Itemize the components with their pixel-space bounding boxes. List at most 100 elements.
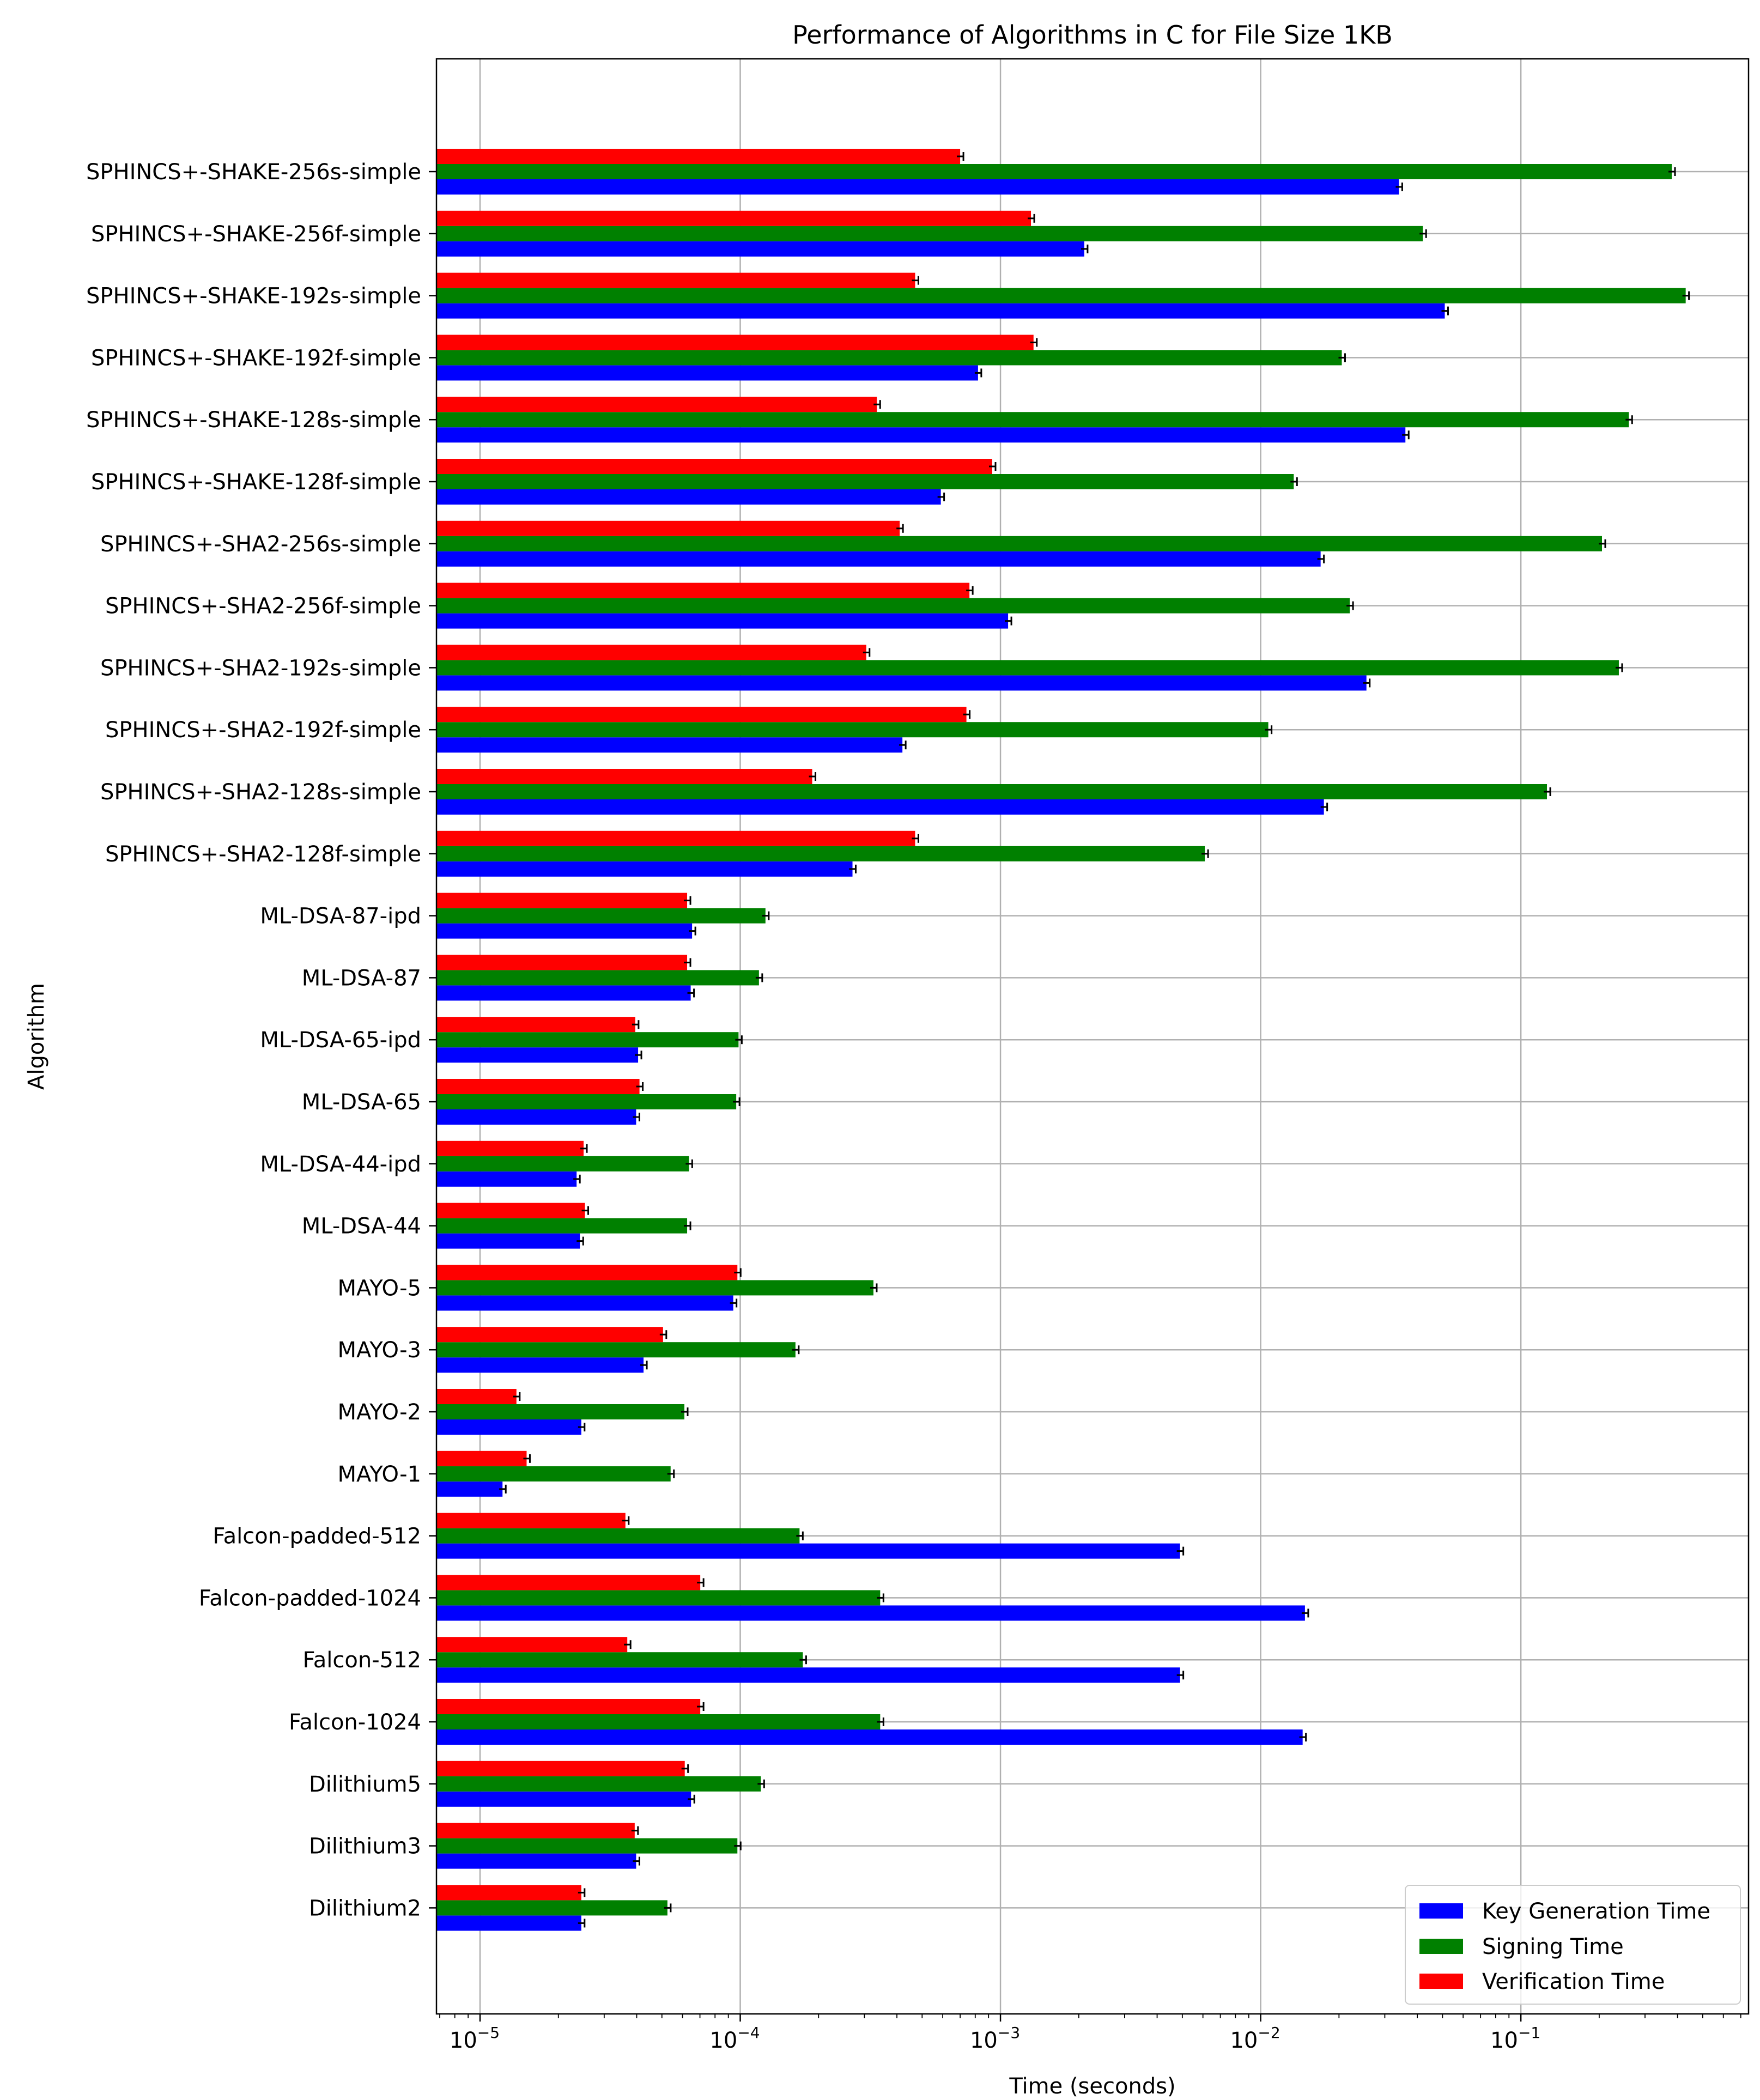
bar bbox=[436, 1915, 581, 1931]
axis-ticks: 10−5 10−4 10−3 10−2 10−1 SPHINCS+-SHAKE-256s-… bbox=[86, 160, 1741, 2053]
bar bbox=[436, 1280, 873, 1296]
bar bbox=[436, 846, 1205, 861]
bar bbox=[436, 1265, 738, 1280]
bar bbox=[436, 1729, 1303, 1745]
y-tick-label: SPHINCS+-SHAKE-192f-simple bbox=[91, 345, 421, 371]
bar bbox=[436, 1823, 635, 1838]
bar bbox=[436, 737, 903, 753]
y-tick-label: Dilithium2 bbox=[309, 1896, 421, 1921]
bar bbox=[436, 613, 1009, 629]
bar bbox=[436, 1450, 527, 1466]
x-tick-label: 10−3 bbox=[970, 2024, 1020, 2053]
bar bbox=[436, 985, 691, 1001]
bar bbox=[436, 149, 961, 164]
y-tick-label: SPHINCS+-SHA2-128f-simple bbox=[105, 842, 421, 867]
y-tick-label: SPHINCS+-SHA2-256s-simple bbox=[100, 532, 421, 557]
bar bbox=[436, 288, 1686, 304]
bar bbox=[436, 1233, 580, 1249]
y-tick-label: ML-DSA-65-ipd bbox=[260, 1028, 421, 1053]
y-tick-label: SPHINCS+-SHAKE-128f-simple bbox=[91, 470, 421, 495]
y-tick-label: MAYO-1 bbox=[338, 1462, 422, 1487]
y-tick-label: ML-DSA-44-ipd bbox=[260, 1152, 421, 1177]
bar bbox=[436, 675, 1367, 691]
y-tick-label: ML-DSA-87-ipd bbox=[260, 904, 421, 929]
bar bbox=[436, 1295, 733, 1311]
bar bbox=[436, 1017, 635, 1033]
bar bbox=[436, 784, 1547, 799]
bar bbox=[436, 1575, 701, 1591]
legend: Key Generation Time Signing Time Verific… bbox=[1405, 1885, 1741, 2005]
bar bbox=[436, 1885, 581, 1901]
bar bbox=[436, 1156, 689, 1172]
y-tick-label: SPHINCS+-SHA2-256f-simple bbox=[105, 594, 421, 619]
x-tick-label: 10−4 bbox=[709, 2024, 760, 2053]
bar bbox=[436, 1327, 663, 1343]
y-tick-label: MAYO-2 bbox=[338, 1400, 422, 1425]
bar bbox=[436, 272, 915, 288]
y-tick-label: SPHINCS+-SHAKE-256s-simple bbox=[86, 160, 421, 185]
bar bbox=[436, 1032, 739, 1048]
bar bbox=[436, 1047, 639, 1063]
x-tick-label: 10−5 bbox=[450, 2024, 500, 2053]
bar bbox=[436, 1543, 1180, 1559]
y-tick-label: MAYO-5 bbox=[338, 1276, 422, 1301]
bar bbox=[436, 722, 1269, 738]
bar bbox=[436, 474, 1294, 489]
bar bbox=[436, 1203, 585, 1218]
bar bbox=[436, 830, 915, 846]
bar bbox=[436, 1357, 644, 1373]
x-tick-label: 10−1 bbox=[1490, 2024, 1540, 2053]
y-tick-label: Falcon-padded-1024 bbox=[199, 1586, 421, 1611]
bar bbox=[436, 923, 693, 939]
bar bbox=[436, 970, 759, 986]
bar bbox=[436, 1699, 701, 1714]
bar bbox=[436, 893, 688, 908]
y-axis-label: Algorithm bbox=[24, 983, 49, 1090]
bar bbox=[436, 1838, 738, 1854]
bar bbox=[436, 1652, 803, 1668]
bar bbox=[436, 582, 970, 598]
bar bbox=[436, 1853, 636, 1869]
y-tick-label: ML-DSA-87 bbox=[302, 966, 421, 991]
bar bbox=[436, 955, 688, 970]
bar bbox=[436, 908, 766, 924]
x-tick-label: 10−2 bbox=[1230, 2024, 1280, 2053]
y-tick-label: Falcon-padded-512 bbox=[213, 1524, 421, 1549]
bar bbox=[436, 1109, 636, 1125]
bar bbox=[436, 598, 1350, 614]
legend-box bbox=[1405, 1885, 1741, 2005]
bar bbox=[436, 1466, 671, 1482]
bars bbox=[436, 149, 1690, 1931]
bar bbox=[436, 179, 1399, 195]
bar bbox=[436, 335, 1034, 350]
y-tick-label: Falcon-1024 bbox=[289, 1710, 421, 1735]
y-tick-label: SPHINCS+-SHA2-192f-simple bbox=[105, 718, 421, 743]
y-tick-label: SPHINCS+-SHA2-192s-simple bbox=[100, 656, 421, 681]
y-tick-label: ML-DSA-65 bbox=[302, 1090, 421, 1115]
bar bbox=[436, 520, 900, 536]
bar bbox=[436, 660, 1619, 676]
bar bbox=[436, 350, 1342, 366]
bar bbox=[436, 645, 866, 660]
y-tick-label: SPHINCS+-SHA2-128s-simple bbox=[100, 780, 421, 805]
bar bbox=[436, 1079, 640, 1094]
bar bbox=[436, 769, 812, 784]
bar bbox=[436, 459, 993, 474]
y-tick-label: MAYO-3 bbox=[338, 1338, 422, 1363]
bar bbox=[436, 427, 1406, 443]
legend-label-key-generation: Key Generation Time bbox=[1482, 1899, 1710, 1924]
bar bbox=[436, 1637, 628, 1653]
bar bbox=[436, 1481, 503, 1497]
bar bbox=[436, 861, 853, 877]
bar bbox=[436, 1342, 796, 1358]
y-tick-label: Dilithium3 bbox=[309, 1834, 421, 1859]
y-tick-label: SPHINCS+-SHAKE-192s-simple bbox=[86, 284, 421, 309]
bar bbox=[436, 1419, 581, 1435]
bar bbox=[436, 1513, 626, 1528]
bar bbox=[436, 1791, 691, 1807]
bar bbox=[436, 164, 1672, 179]
legend-swatch-signing bbox=[1419, 1939, 1463, 1954]
bar bbox=[436, 1667, 1180, 1683]
